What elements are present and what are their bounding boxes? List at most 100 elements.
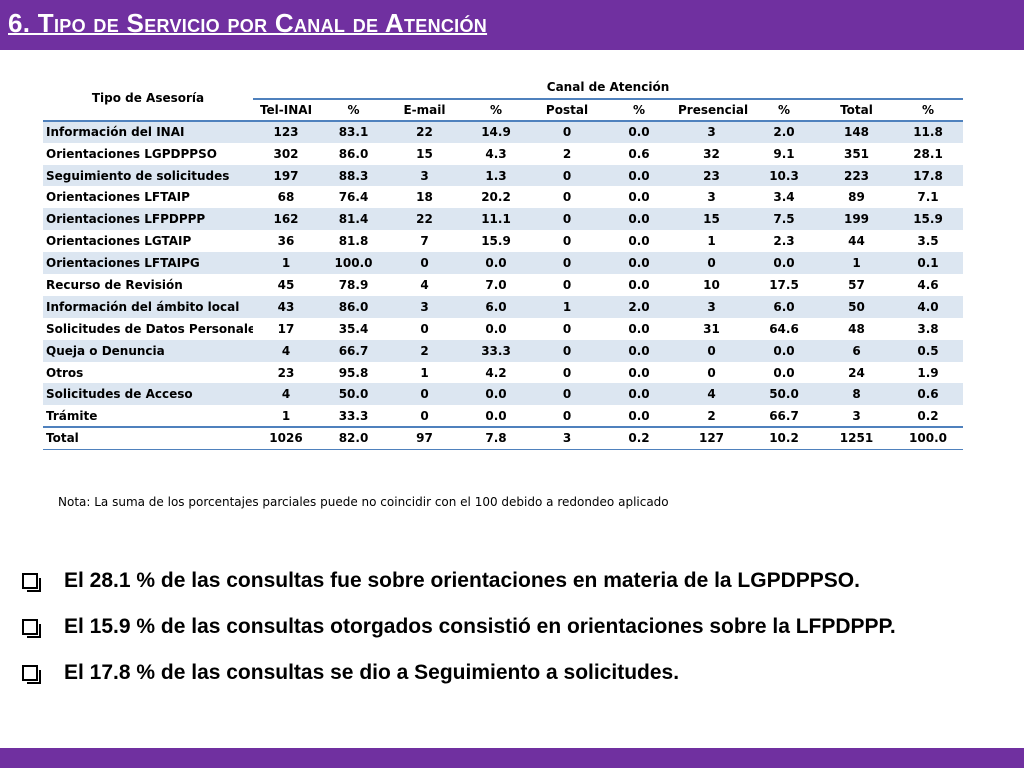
table-cell: 68 xyxy=(253,186,319,209)
table-cell: 1 xyxy=(675,230,748,253)
table-cell: 66.7 xyxy=(748,405,820,428)
row-label: Orientaciones LFPDPPP xyxy=(43,208,253,231)
table-cell: 32 xyxy=(675,142,748,165)
table-cell: 50.0 xyxy=(319,383,388,406)
table-cell: 0.0 xyxy=(461,317,531,340)
table-cell: 31 xyxy=(675,317,748,340)
row-label: Queja o Denuncia xyxy=(43,339,253,362)
table-cell: 0 xyxy=(531,186,603,209)
table-cell: 3 xyxy=(820,405,893,428)
table-cell: 50.0 xyxy=(748,383,820,406)
table-row: Información del INAI 123 83.1 22 14.9 0 0.0 3 2.… xyxy=(43,120,964,143)
table-cell: 17 xyxy=(253,317,319,340)
table-cell: 0 xyxy=(531,405,603,428)
column-header: % xyxy=(893,98,964,122)
table-cell: 302 xyxy=(253,142,319,165)
table-cell: 81.4 xyxy=(319,208,388,231)
table-cell: 7.5 xyxy=(748,208,820,231)
table-total-row: Total 1026 82.0 97 7.8 3 0.2 127 10.2 1251 100.0 xyxy=(43,426,964,450)
table-cell: 3 xyxy=(388,295,461,318)
row-label: Recurso de Revisión xyxy=(43,274,253,296)
table-cell: 0.0 xyxy=(603,252,675,275)
header-row-columns: Tel-INAI% E-mail% Postal% Presencial% Total% xyxy=(43,98,964,122)
table-cell: 100.0 xyxy=(319,252,388,275)
table-row: Orientaciones LFPDPPP 162 81.4 22 11.1 0 0.0 15… xyxy=(43,208,964,231)
table-cell: 44 xyxy=(820,230,893,253)
table-cell: 36 xyxy=(253,230,319,253)
table-row: Orientaciones LGPDPPSO 302 86.0 15 4.3 2 0.6 32… xyxy=(43,142,964,165)
table-cell: 0 xyxy=(388,383,461,406)
table-cell: 11.1 xyxy=(461,208,531,231)
table-cell: 2 xyxy=(531,142,603,165)
table-cell: 78.9 xyxy=(319,274,388,296)
total-cell: 97 xyxy=(388,426,461,450)
table-footnote: Nota: La suma de los porcentajes parcial… xyxy=(58,495,669,509)
table-cell: 0 xyxy=(531,208,603,231)
table-cell: 28.1 xyxy=(893,142,964,165)
table-cell: 6 xyxy=(820,339,893,362)
table-cell: 0.0 xyxy=(603,339,675,362)
checkbox-bullet-icon xyxy=(22,619,41,638)
table-cell: 2 xyxy=(675,405,748,428)
table-cell: 3 xyxy=(675,120,748,143)
table-cell: 1 xyxy=(388,361,461,384)
table-cell: 0 xyxy=(531,317,603,340)
table-cell: 0 xyxy=(388,317,461,340)
table-cell: 4 xyxy=(253,339,319,362)
table-cell: 17.8 xyxy=(893,164,964,187)
finding-text: El 15.9 % de las consultas otorgados con… xyxy=(64,615,896,638)
table-cell: 3 xyxy=(675,186,748,209)
table-body: Información del INAI 123 83.1 22 14.9 0 0.0 3 2.… xyxy=(43,120,964,428)
row-label: Trámite xyxy=(43,405,253,428)
table-cell: 15.9 xyxy=(461,230,531,253)
table-cell: 48 xyxy=(820,317,893,340)
table-cell: 0 xyxy=(388,405,461,428)
table-cell: 7.0 xyxy=(461,274,531,296)
table-row: Solicitudes de Acceso 4 50.0 0 0.0 0 0.0 4 50.0 8… xyxy=(43,383,964,406)
finding-text: El 28.1 % de las consultas fue sobre ori… xyxy=(64,569,860,592)
table-cell: 2.0 xyxy=(603,295,675,318)
table-cell: 3.4 xyxy=(748,186,820,209)
table-cell: 197 xyxy=(253,164,319,187)
table-cell: 351 xyxy=(820,142,893,165)
table-cell: 0.6 xyxy=(893,383,964,406)
table-cell: 10.3 xyxy=(748,164,820,187)
table-cell: 1 xyxy=(531,295,603,318)
row-label: Orientaciones LFTAIP xyxy=(43,186,253,209)
table-cell: 33.3 xyxy=(319,405,388,428)
table-cell: 0.5 xyxy=(893,339,964,362)
table-cell: 4 xyxy=(675,383,748,406)
table-cell: 0 xyxy=(388,252,461,275)
table-cell: 35.4 xyxy=(319,317,388,340)
title-bar: 6. Tipo de Servicio por Canal de Atenció… xyxy=(0,0,1024,50)
table-cell: 50 xyxy=(820,295,893,318)
table-cell: 95.8 xyxy=(319,361,388,384)
total-cell: 7.8 xyxy=(461,426,531,450)
table-cell: 2 xyxy=(388,339,461,362)
table-cell: 1.9 xyxy=(893,361,964,384)
table-cell: 0 xyxy=(675,361,748,384)
header-canal-atencion: Canal de Atención xyxy=(253,77,964,100)
table-cell: 3.8 xyxy=(893,317,964,340)
table-cell: 88.3 xyxy=(319,164,388,187)
header-row-group: Tipo de Asesoría Canal de Atención xyxy=(43,77,964,122)
table-cell: 57 xyxy=(820,274,893,296)
table-cell: 4.2 xyxy=(461,361,531,384)
column-header: Total xyxy=(820,98,893,122)
table-cell: 0 xyxy=(675,252,748,275)
row-label: Información del ámbito local xyxy=(43,295,253,318)
table-cell: 148 xyxy=(820,120,893,143)
table-cell: 76.4 xyxy=(319,186,388,209)
table-cell: 6.0 xyxy=(461,295,531,318)
footer-bar xyxy=(0,748,1024,768)
total-cell: 0.2 xyxy=(603,426,675,450)
column-header: E-mail xyxy=(388,98,461,122)
row-label: Solicitudes de Datos Personales xyxy=(43,317,253,340)
table-cell: 43 xyxy=(253,295,319,318)
table-cell: 11.8 xyxy=(893,120,964,143)
total-cell: 82.0 xyxy=(319,426,388,450)
table-cell: 20.2 xyxy=(461,186,531,209)
table-cell: 10 xyxy=(675,274,748,296)
table-row: Información del ámbito local 43 86.0 3 6.0 1 2… xyxy=(43,295,964,318)
column-header: % xyxy=(603,98,675,122)
